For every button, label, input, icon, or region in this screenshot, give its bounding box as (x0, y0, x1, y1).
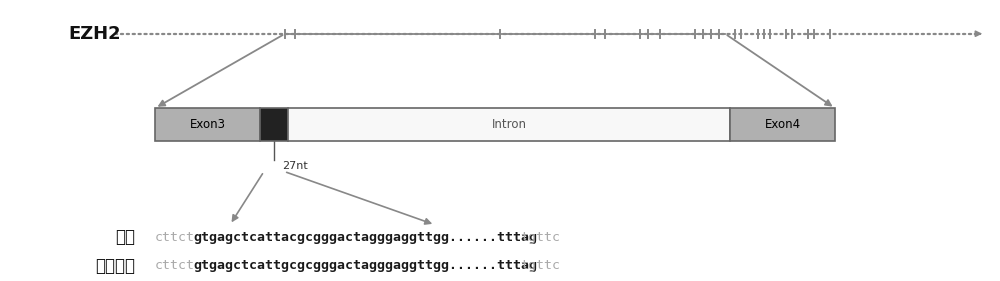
Text: gtgagctcattacgcgggactagggaggttgg......tttag: gtgagctcattacgcgggactagggaggttgg......tt… (193, 231, 537, 244)
Bar (155, 108, 260, 140)
Text: tgttc: tgttc (520, 231, 560, 244)
Bar (730, 108, 835, 140)
Text: EZH2: EZH2 (68, 25, 121, 43)
Bar (288, 108, 730, 140)
Text: gtgagctcattgcgcgggactagggaggttgg......tttag: gtgagctcattgcgcgggactagggaggttgg......tt… (193, 259, 537, 272)
Text: cttct: cttct (155, 259, 195, 272)
Text: cttct: cttct (155, 231, 195, 244)
Text: Exon4: Exon4 (764, 118, 801, 131)
Text: 大鼠: 大鼠 (115, 228, 135, 246)
Text: 27nt: 27nt (282, 161, 308, 171)
Bar (260, 108, 288, 140)
Text: Intron: Intron (492, 118, 527, 131)
Text: 小鼠和人: 小鼠和人 (95, 257, 135, 275)
Text: Exon3: Exon3 (190, 118, 226, 131)
Text: tgttc: tgttc (520, 259, 560, 272)
